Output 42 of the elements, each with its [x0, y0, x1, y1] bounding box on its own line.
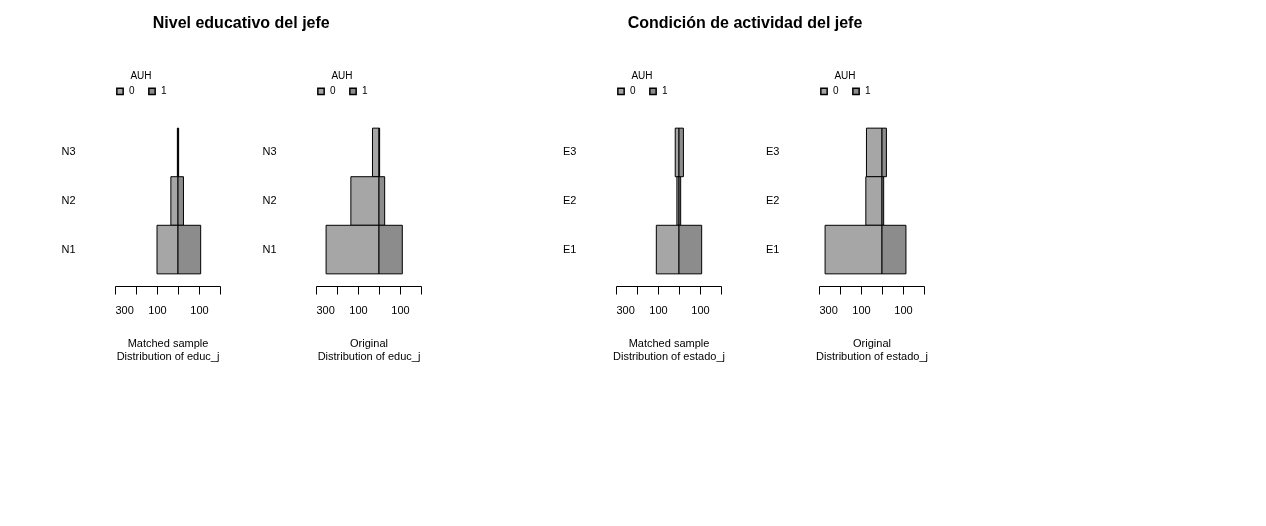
y-tick-label: E3 [563, 145, 577, 158]
y-tick-label: E2 [766, 194, 780, 206]
y-tick-label: N1 [61, 242, 76, 255]
legend-label: 1 [662, 85, 668, 97]
x-tick-label: 100 [391, 303, 410, 316]
y-tick-label: N2 [61, 194, 76, 206]
legend-title: AUH [331, 70, 353, 81]
y-tick-label: N2 [262, 194, 277, 206]
x-axis-title: Original Distribution of estado_j [816, 336, 928, 362]
y-tick-label: N1 [262, 242, 277, 255]
legend-label: 1 [161, 85, 167, 97]
legend-label: 0 [630, 85, 636, 97]
y-tick-label: E2 [563, 194, 577, 206]
legend-label: 1 [362, 85, 368, 97]
chart-title: Nivel educativo del jefe [152, 14, 330, 31]
x-tick-label: 100 [349, 303, 368, 316]
x-axis-title: Original Distribution of educ_j [317, 336, 421, 362]
x-tick-label: 100 [894, 303, 913, 316]
legend-title: AUH [834, 70, 856, 81]
x-axis-title: Matched sample Distribution of educ_j [116, 336, 220, 362]
x-tick-label: 300 [616, 303, 635, 316]
x-tick-label: 100 [852, 303, 871, 316]
x-tick-label: 100 [691, 303, 710, 316]
legend-title: AUH [130, 70, 152, 81]
legend-label: 0 [833, 85, 839, 97]
legend-label: 0 [129, 85, 135, 97]
x-tick-label: 300 [115, 303, 134, 316]
y-tick-label: N3 [262, 145, 277, 158]
y-tick-label: N3 [61, 145, 76, 158]
y-tick-label: E3 [766, 145, 780, 158]
y-tick-label: E1 [563, 242, 577, 255]
legend-label: 1 [865, 85, 871, 97]
x-tick-label: 100 [148, 303, 167, 316]
legend-label: 0 [330, 85, 336, 97]
x-tick-label: 100 [190, 303, 209, 316]
legend-title: AUH [631, 70, 653, 81]
x-tick-label: 300 [316, 303, 335, 316]
x-tick-label: 300 [819, 303, 838, 316]
x-tick-label: 100 [649, 303, 668, 316]
x-axis-title: Matched sample Distribution of estado_j [613, 336, 725, 362]
chart-title: Condición de actividad del jefe [627, 14, 863, 31]
y-tick-label: E1 [766, 242, 780, 255]
